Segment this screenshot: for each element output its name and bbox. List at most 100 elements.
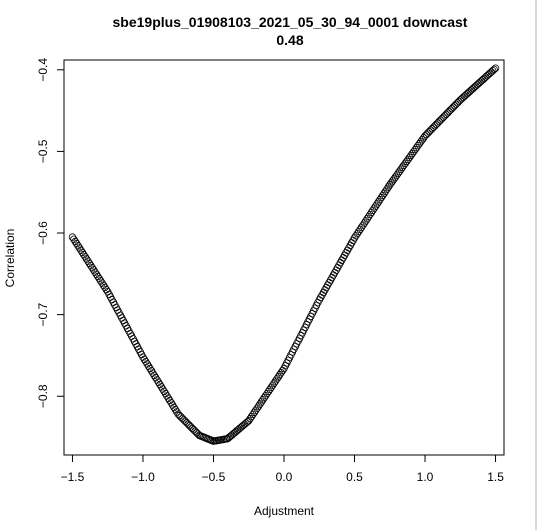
- data-point: [395, 167, 404, 175]
- data-point: [411, 145, 419, 154]
- data-point: [465, 88, 473, 97]
- data-point: [466, 87, 474, 95]
- data-point: [405, 153, 414, 162]
- data-point: [408, 149, 417, 158]
- data-point: [404, 155, 412, 164]
- data-point: [434, 119, 442, 127]
- data-point: [245, 417, 253, 425]
- data-point: [484, 70, 493, 79]
- data-point: [328, 273, 336, 282]
- data-point: [386, 181, 394, 189]
- data-point: [254, 402, 263, 410]
- data-point: [455, 97, 463, 106]
- data-point: [384, 183, 393, 191]
- data-point: [425, 127, 433, 136]
- data-point: [462, 91, 470, 99]
- data-point: [421, 132, 429, 140]
- data-point: [463, 89, 472, 98]
- data-point: [321, 286, 329, 294]
- data-point: [247, 412, 256, 421]
- data-point: [249, 410, 257, 419]
- data-point: [457, 95, 466, 103]
- plot-frame: [63, 59, 505, 456]
- data-point: [343, 246, 352, 255]
- data-point: [184, 420, 192, 428]
- data-point: [442, 110, 450, 119]
- data-point: [274, 373, 283, 381]
- data-point: [473, 81, 481, 89]
- data-point: [480, 74, 488, 83]
- data-point: [398, 163, 407, 171]
- y-axis: −0.8 −0.7 −0.6 −0.5 −0.4: [36, 58, 65, 408]
- data-point: [276, 371, 284, 379]
- x-tick-label: 0.5: [346, 470, 363, 484]
- x-tick-label: −1.0: [131, 470, 155, 484]
- data-point: [188, 424, 197, 433]
- data-point: [338, 256, 346, 264]
- data-point: [407, 151, 415, 160]
- data-point: [336, 259, 345, 267]
- data-point: [332, 266, 340, 274]
- data-point: [472, 82, 480, 90]
- data-point: [326, 276, 335, 284]
- data-point: [175, 411, 184, 420]
- data-point: [460, 92, 469, 100]
- data-point: [487, 68, 496, 76]
- data-point: [174, 410, 182, 418]
- data-point: [342, 249, 350, 257]
- data-point: [429, 123, 438, 131]
- data-point: [271, 377, 280, 385]
- y-axis-label: Correlation: [3, 229, 17, 288]
- data-point: [329, 271, 338, 279]
- data-point: [192, 428, 201, 437]
- data-point: [474, 79, 483, 88]
- data-point: [387, 179, 395, 187]
- data-point: [191, 427, 199, 435]
- data-point: [417, 138, 425, 146]
- data-point: [266, 385, 274, 394]
- data-point: [453, 99, 462, 107]
- data-point: [415, 140, 424, 148]
- data-point: [486, 69, 494, 77]
- data-point: [256, 400, 264, 408]
- data-point: [456, 96, 464, 104]
- data-point: [177, 413, 185, 421]
- data-point: [181, 417, 189, 425]
- data-point: [261, 391, 270, 400]
- y-tick-label: −0.7: [36, 302, 50, 326]
- data-point: [388, 177, 397, 185]
- data-point: [253, 404, 261, 412]
- data-point: [412, 143, 421, 152]
- data-point: [345, 244, 353, 252]
- chart-subtitle: 0.48: [276, 32, 303, 48]
- chart-title: sbe19plus_01908103_2021_05_30_94_0001 do…: [113, 14, 468, 30]
- data-point: [441, 112, 449, 120]
- data-point: [445, 107, 453, 116]
- data-point: [270, 379, 278, 387]
- data-point: [273, 375, 281, 383]
- data-point: [438, 114, 446, 123]
- data-point: [477, 77, 486, 85]
- data-point: [318, 291, 326, 299]
- data-point: [390, 175, 398, 183]
- data-point: [322, 283, 331, 292]
- y-tick-label: −0.4: [36, 58, 50, 82]
- data-point: [400, 161, 408, 169]
- data-point: [446, 106, 455, 114]
- data-point: [335, 261, 343, 269]
- x-tick-label: −0.5: [202, 470, 226, 484]
- data-point: [259, 396, 267, 404]
- data-point: [467, 86, 476, 94]
- data-point: [391, 173, 400, 181]
- data-point: [340, 251, 349, 259]
- data-point: [324, 281, 332, 289]
- data-point: [347, 239, 356, 247]
- x-axis: −1.5 −1.0 −0.5 0.0 0.5 1.0 1.5: [61, 454, 504, 484]
- data-point: [346, 241, 354, 250]
- y-tick-label: −0.8: [36, 384, 50, 408]
- data-point: [333, 263, 342, 272]
- data-point: [490, 65, 498, 74]
- window-edge: [535, 0, 537, 530]
- data-point: [476, 78, 484, 86]
